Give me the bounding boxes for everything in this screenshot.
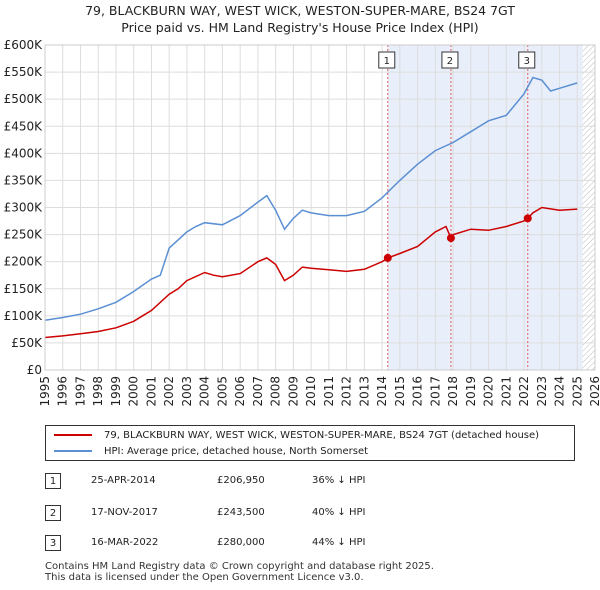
footer-attribution: Contains HM Land Registry data © Crown c… [45,561,434,583]
sale-label-text: 3 [524,56,530,67]
chart-title: 79, BLACKBURN WAY, WEST WICK, WESTON-SUP… [0,2,600,36]
sale-date: 16-MAR-2022 [91,537,159,548]
sale-number-badge: 1 [45,473,61,489]
sale-row: 2 17-NOV-2017 £243,500 40% ↓ HPI [45,505,445,525]
sale-date: 17-NOV-2017 [91,507,158,518]
hpi-series-line [44,76,578,321]
x-tick-label: 2008 [269,376,283,407]
y-tick-label: £50K [11,336,43,350]
x-tick-label: 2017 [428,376,442,407]
legend-swatch-hpi [54,450,92,452]
y-tick-label: £300K [4,201,44,215]
sale-hpi-diff: 40% ↓ HPI [312,507,366,518]
x-tick-label: 2026 [588,376,600,407]
sale-label-box [441,51,459,69]
x-tick-label: 2019 [464,376,478,407]
property-series-line [44,206,578,339]
sale-number-badge: 2 [45,505,61,521]
x-tick-label: 1996 [56,376,70,407]
x-tick-label: 2007 [251,376,265,407]
sale-price: £243,500 [217,507,265,518]
x-tick-label: 2018 [446,376,460,407]
plot-frame [44,44,596,371]
sale-date: 25-APR-2014 [91,475,156,486]
x-tick-label: 1998 [91,376,105,407]
legend-label-hpi: HPI: Average price, detached house, Nort… [104,446,369,457]
chart-legend: 79, BLACKBURN WAY, WEST WICK, WESTON-SUP… [45,425,575,461]
x-tick-label: 2021 [499,376,513,407]
sale-label-text: 2 [447,56,453,67]
y-tick-label: £0 [27,363,42,377]
x-tick-label: 1999 [109,376,123,407]
y-tick-label: £400K [4,146,44,160]
y-tick-label: £550K [4,65,44,79]
y-tick-label: £150K [4,282,44,296]
sale-price: £206,950 [217,475,265,486]
x-tick-label: 2001 [144,376,158,407]
price-chart: £0 £50K £100K £150K £200K £250K £300K £350K £400… [4,38,600,407]
sale-number-badge: 3 [45,535,61,551]
x-tick-label: 2025 [570,376,584,407]
sale-price: £280,000 [217,537,265,548]
x-tick-label: 2020 [482,376,496,407]
sale-point [446,234,455,243]
x-tick-label: 2022 [517,376,531,407]
sale-label-text: 1 [384,56,390,67]
x-tick-label: 2003 [180,376,194,407]
x-tick-label: 2015 [393,376,407,407]
x-tick-label: 2004 [198,376,212,407]
x-tick-label: 2002 [162,376,176,407]
sale-point [523,214,532,223]
legend-label-property: 79, BLACKBURN WAY, WEST WICK, WESTON-SUP… [104,430,540,441]
sale-row: 3 16-MAR-2022 £280,000 44% ↓ HPI [45,535,445,555]
sale-hpi-diff: 36% ↓ HPI [312,475,366,486]
y-tick-label: £250K [4,228,44,242]
sale-row: 1 25-APR-2014 £206,950 36% ↓ HPI [45,473,445,493]
footer-line2: This data is licensed under the Open Gov… [45,572,364,583]
footer-line1: Contains HM Land Registry data © Crown c… [45,561,434,572]
x-tick-label: 1997 [73,376,87,407]
x-tick-label: 1995 [38,376,52,407]
y-tick-label: £100K [4,309,44,323]
x-tick-label: 2006 [233,376,247,407]
sale-point [383,253,392,262]
x-tick-label: 2011 [322,376,336,407]
y-tick-label: £600K [4,38,44,52]
legend-swatch-property [54,434,92,436]
legend-item-property: 79, BLACKBURN WAY, WEST WICK, WESTON-SUP… [54,429,539,443]
y-tick-label: £350K [4,173,44,187]
y-tick-label: £200K [4,255,44,269]
x-tick-label: 2013 [357,376,371,407]
sale-label-box [518,51,536,69]
x-tick-label: 2012 [340,376,354,407]
x-tick-label: 2009 [286,376,300,407]
sale-hpi-diff: 44% ↓ HPI [312,537,366,548]
x-tick-label: 2000 [127,376,141,407]
x-tick-label: 2005 [215,376,229,407]
x-tick-label: 2016 [411,376,425,407]
chart-title-line2: Price paid vs. HM Land Registry's House … [121,20,479,35]
legend-item-hpi: HPI: Average price, detached house, Nort… [54,445,368,459]
chart-title-line1: 79, BLACKBURN WAY, WEST WICK, WESTON-SUP… [85,3,515,18]
x-tick-label: 2014 [375,376,389,407]
y-tick-label: £500K [4,92,44,106]
sale-label-box [378,51,396,69]
x-tick-label: 2024 [553,376,567,407]
x-tick-label: 2023 [535,376,549,407]
y-tick-label: £450K [4,119,44,133]
x-tick-label: 2010 [304,376,318,407]
